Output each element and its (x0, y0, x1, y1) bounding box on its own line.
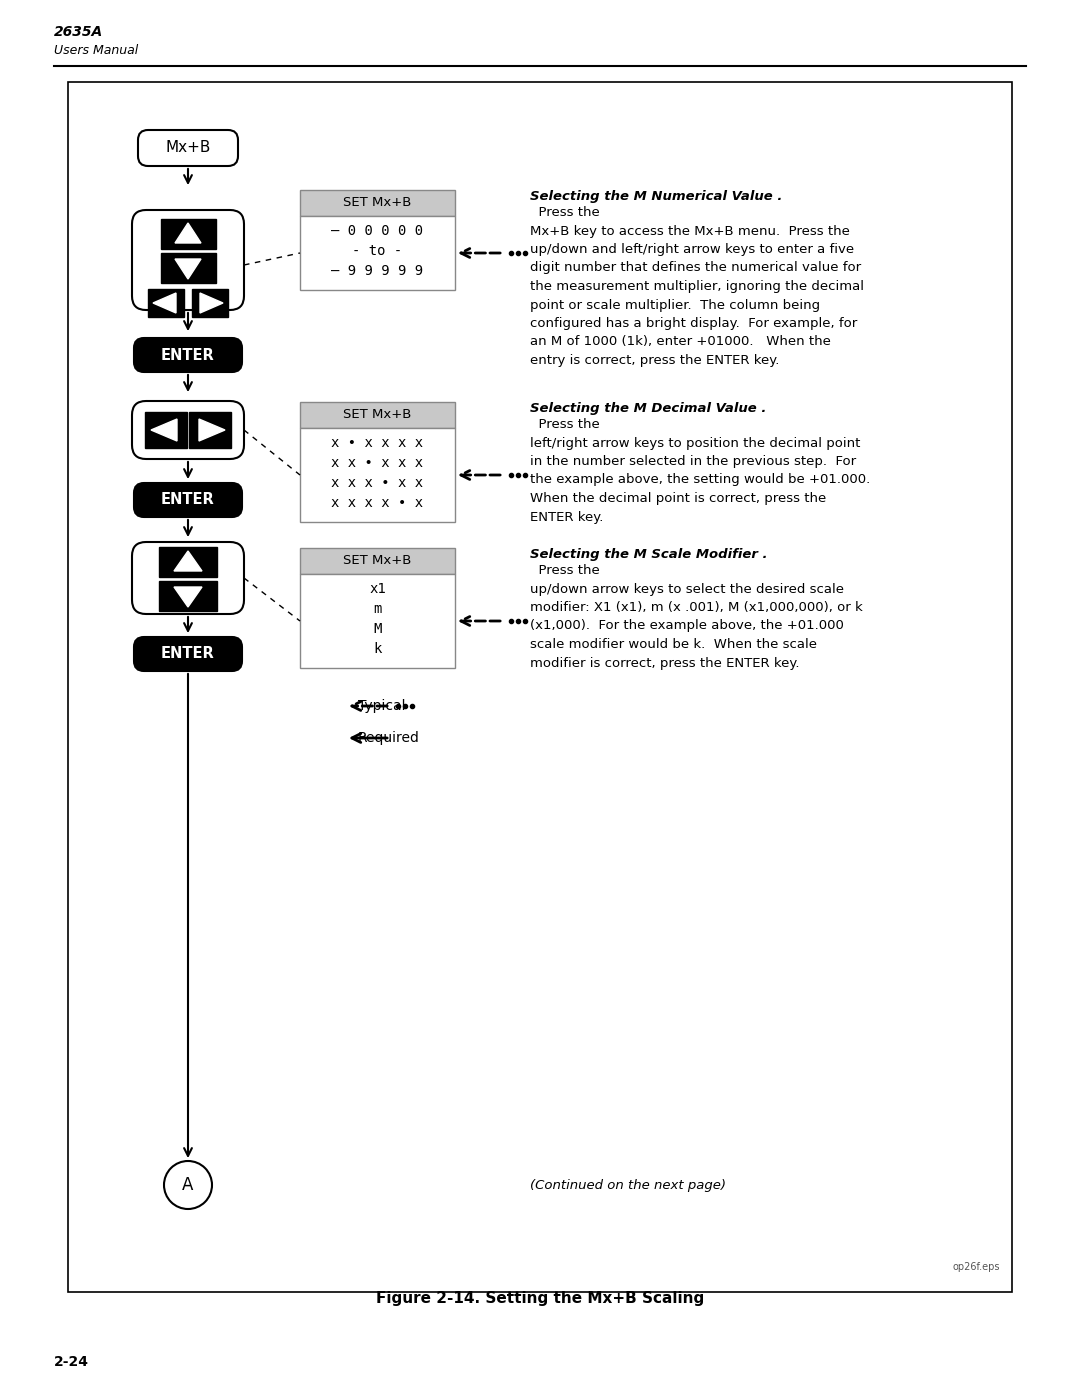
FancyBboxPatch shape (300, 427, 455, 522)
Text: - to -: - to - (352, 244, 403, 258)
Text: M: M (374, 622, 381, 636)
Circle shape (164, 1161, 212, 1208)
Text: – 0 0 0 0 0: – 0 0 0 0 0 (332, 224, 423, 237)
Text: ENTER: ENTER (161, 493, 215, 507)
Polygon shape (175, 258, 201, 279)
FancyBboxPatch shape (300, 217, 455, 291)
Text: Selecting the M Numerical Value .: Selecting the M Numerical Value . (530, 190, 782, 203)
FancyBboxPatch shape (159, 581, 217, 610)
Text: x1: x1 (369, 583, 386, 597)
FancyBboxPatch shape (134, 483, 242, 517)
Text: ENTER: ENTER (161, 647, 215, 662)
Text: 2-24: 2-24 (54, 1355, 89, 1369)
Text: x • x x x x: x • x x x x (332, 436, 423, 450)
Text: x x x x • x: x x x x • x (332, 496, 423, 510)
Text: – 9 9 9 9 9: – 9 9 9 9 9 (332, 264, 423, 278)
Polygon shape (200, 293, 222, 313)
Polygon shape (199, 419, 225, 441)
FancyBboxPatch shape (300, 574, 455, 668)
Text: Selecting the M Decimal Value .: Selecting the M Decimal Value . (530, 402, 767, 415)
Polygon shape (175, 224, 201, 243)
Text: Press the
left/right arrow keys to position the decimal point
in the number sele: Press the left/right arrow keys to posit… (530, 418, 870, 524)
FancyBboxPatch shape (300, 402, 455, 427)
Text: SET Mx+B: SET Mx+B (343, 408, 411, 422)
FancyBboxPatch shape (132, 210, 244, 310)
Text: 2635A: 2635A (54, 25, 104, 39)
Text: Typical: Typical (357, 698, 405, 712)
Text: k: k (374, 643, 381, 657)
Text: Mx+B: Mx+B (165, 141, 211, 155)
FancyBboxPatch shape (145, 412, 187, 448)
Text: SET Mx+B: SET Mx+B (343, 197, 411, 210)
FancyBboxPatch shape (161, 253, 216, 284)
Text: Required: Required (357, 731, 420, 745)
Text: Selecting the M Scale Modifier .: Selecting the M Scale Modifier . (530, 548, 768, 562)
Polygon shape (151, 419, 177, 441)
Text: Figure 2-14. Setting the Mx+B Scaling: Figure 2-14. Setting the Mx+B Scaling (376, 1291, 704, 1306)
FancyBboxPatch shape (189, 412, 231, 448)
FancyBboxPatch shape (192, 289, 228, 317)
Polygon shape (174, 550, 202, 571)
FancyBboxPatch shape (134, 338, 242, 372)
Text: SET Mx+B: SET Mx+B (343, 555, 411, 567)
FancyBboxPatch shape (134, 637, 242, 671)
Text: Users Manual: Users Manual (54, 43, 138, 57)
FancyBboxPatch shape (300, 548, 455, 574)
Text: ENTER: ENTER (161, 348, 215, 362)
FancyBboxPatch shape (148, 289, 184, 317)
Text: A: A (183, 1176, 193, 1194)
Text: (Continued on the next page): (Continued on the next page) (530, 1179, 726, 1192)
Polygon shape (174, 587, 202, 608)
Text: x x x • x x: x x x • x x (332, 476, 423, 490)
FancyBboxPatch shape (159, 548, 217, 577)
FancyBboxPatch shape (68, 82, 1012, 1292)
Text: Press the
up/down arrow keys to select the desired scale
modifier: X1 (x1), m (x: Press the up/down arrow keys to select t… (530, 564, 863, 669)
Text: m: m (374, 602, 381, 616)
Text: x x • x x x: x x • x x x (332, 455, 423, 469)
FancyBboxPatch shape (132, 401, 244, 460)
Polygon shape (153, 293, 176, 313)
FancyBboxPatch shape (161, 219, 216, 249)
Text: op26f.eps: op26f.eps (953, 1261, 1000, 1273)
FancyBboxPatch shape (132, 542, 244, 615)
FancyBboxPatch shape (138, 130, 238, 166)
Text: Press the
Mx+B key to access the Mx+B menu.  Press the
up/down and left/right ar: Press the Mx+B key to access the Mx+B me… (530, 205, 864, 367)
FancyBboxPatch shape (300, 190, 455, 217)
